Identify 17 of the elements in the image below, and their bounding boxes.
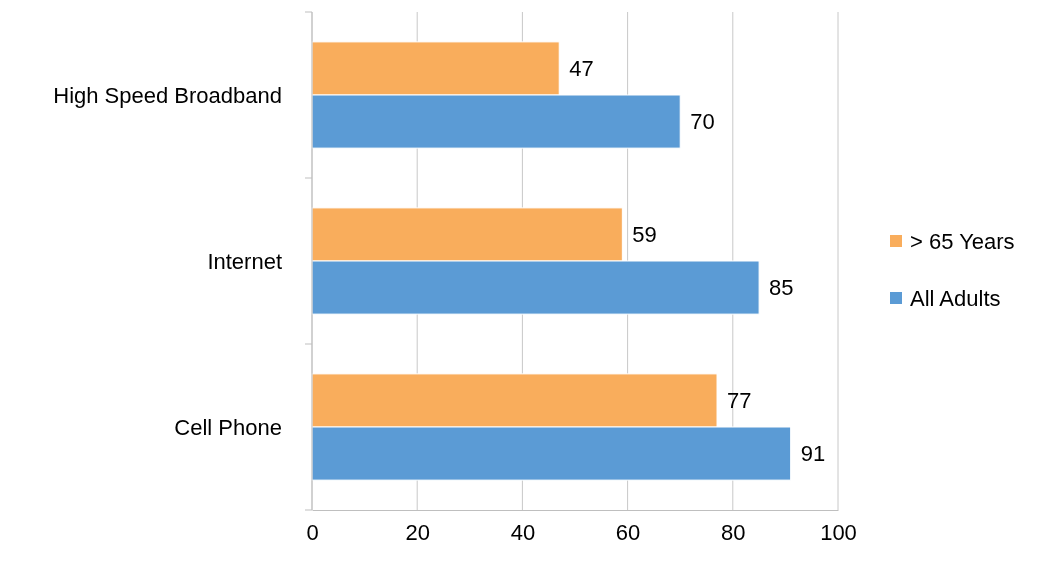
data-label: 47: [569, 56, 594, 82]
data-label: 91: [800, 441, 826, 467]
y-tick-label: Internet: [207, 248, 282, 274]
data-label: 59: [632, 222, 657, 248]
x-tick-label: 40: [510, 519, 536, 545]
x-tick-label: 0: [306, 519, 319, 545]
legend-label: > 65 Years: [910, 228, 1015, 254]
data-label: 85: [769, 275, 794, 301]
y-tick-label: High Speed Broadband: [53, 82, 282, 108]
x-tick-label: 80: [721, 519, 746, 545]
x-tick-label: 20: [405, 519, 430, 545]
x-tick-label: 60: [615, 519, 641, 545]
data-label: 77: [727, 388, 752, 414]
data-label: 70: [690, 109, 715, 135]
legend-label: All Adults: [910, 285, 1001, 311]
y-tick-label: Cell Phone: [174, 414, 282, 440]
x-tick-label: 100: [820, 519, 857, 545]
